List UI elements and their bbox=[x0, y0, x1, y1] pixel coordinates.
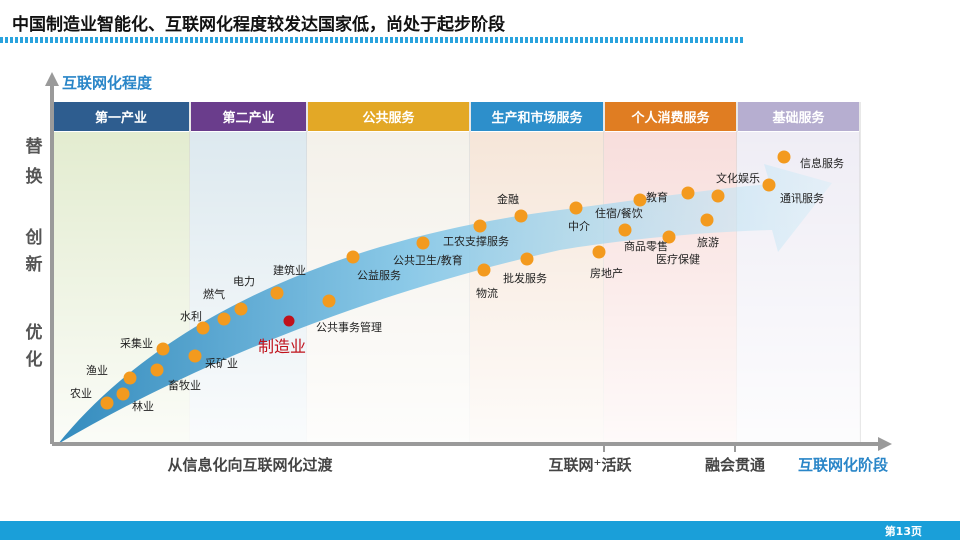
industry-dot bbox=[217, 312, 231, 326]
industry-label: 公益服务 bbox=[357, 268, 401, 282]
industry-dot bbox=[633, 193, 647, 207]
industry-label: 物流 bbox=[476, 286, 498, 300]
industry-dot bbox=[100, 396, 114, 410]
sector-header-3 bbox=[308, 102, 469, 131]
industry-label: 房地产 bbox=[590, 266, 623, 280]
page-number: 第13页 bbox=[884, 525, 922, 538]
industry-dot bbox=[762, 178, 776, 192]
industry-label: 公共卫生/教育 bbox=[393, 253, 463, 267]
industry-label: 制造业 bbox=[258, 337, 306, 356]
sector-label: 个人消费服务 bbox=[630, 110, 710, 126]
industry-dot bbox=[618, 223, 632, 237]
y-level-label: 创 bbox=[25, 227, 43, 248]
industry-label: 商品零售 bbox=[624, 239, 668, 253]
industry-label: 旅游 bbox=[697, 235, 719, 249]
industry-dot bbox=[188, 349, 202, 363]
industry-dot bbox=[514, 209, 528, 223]
x-stage-label: 融会贯通 bbox=[705, 456, 765, 474]
industry-label: 电力 bbox=[233, 275, 255, 288]
sector-label: 生产和市场服务 bbox=[491, 110, 583, 126]
industry-dot bbox=[283, 315, 295, 327]
industry-dot bbox=[116, 387, 130, 401]
industry-dot bbox=[196, 321, 210, 335]
industry-dot bbox=[569, 201, 583, 215]
sector-label: 第二产业 bbox=[222, 110, 274, 126]
growth-arrow bbox=[58, 164, 832, 444]
sector-label: 第一产业 bbox=[95, 110, 147, 126]
industry-label: 中介 bbox=[568, 220, 590, 233]
industry-label: 农业 bbox=[70, 386, 92, 400]
industry-dot bbox=[681, 186, 695, 200]
sector-header-5 bbox=[605, 102, 736, 131]
x-axis-arrowhead bbox=[878, 437, 892, 451]
title-underline bbox=[0, 37, 745, 43]
industry-label: 工农支撑服务 bbox=[443, 234, 509, 248]
industry-label: 文化娱乐 bbox=[716, 171, 760, 185]
footer-bar: 第13页 bbox=[0, 521, 960, 540]
industry-dot bbox=[520, 252, 534, 266]
industry-dot bbox=[346, 250, 360, 264]
industry-label: 水利 bbox=[180, 310, 202, 323]
sector-label: 公共服务 bbox=[362, 110, 415, 126]
slide-title: 中国制造业智能化、互联网化程度较发达国家低，尚处于起步阶段 bbox=[12, 15, 505, 35]
industry-label: 林业 bbox=[132, 399, 154, 413]
industry-dot bbox=[156, 342, 170, 356]
y-level-label: 新 bbox=[26, 254, 43, 275]
y-axis-title: 互联网化程度 bbox=[62, 74, 153, 92]
industry-dot bbox=[473, 219, 487, 233]
sector-header-4 bbox=[471, 102, 603, 131]
sector-header-1 bbox=[53, 102, 189, 131]
x-axis-title: 互联网化阶段 bbox=[798, 456, 888, 474]
industry-dot bbox=[592, 245, 606, 259]
industry-label: 渔业 bbox=[86, 364, 108, 377]
industry-dot bbox=[662, 230, 676, 244]
x-stage-label: 从信息化向互联网化过渡 bbox=[167, 456, 333, 474]
industry-dot bbox=[700, 213, 714, 227]
industry-label: 建筑业 bbox=[273, 263, 306, 277]
internet-evolution-diagram: 第一产业 第二产业 公共服务 生产和市场服务 个人消费服务 基础服务 互联网化程度 替换创… bbox=[25, 72, 892, 474]
industry-label: 燃气 bbox=[203, 287, 225, 301]
industry-label: 采矿业 bbox=[205, 357, 238, 370]
industry-dot bbox=[322, 294, 336, 308]
industry-label: 住宿/餐饮 bbox=[595, 206, 643, 220]
industry-label: 医疗保健 bbox=[656, 252, 700, 266]
sector-label: 基础服务 bbox=[771, 110, 825, 126]
x-stage-label: 互联网⁺活跃 bbox=[549, 456, 633, 474]
industry-dot bbox=[150, 363, 164, 377]
industry-dot bbox=[477, 263, 491, 277]
industry-label: 教育 bbox=[646, 190, 668, 204]
y-level-label: 优 bbox=[26, 322, 43, 343]
industry-dot bbox=[416, 236, 430, 250]
industry-label: 公共事务管理 bbox=[316, 320, 382, 334]
industry-label: 信息服务 bbox=[800, 156, 844, 170]
industry-dot bbox=[270, 286, 284, 300]
industry-dot bbox=[777, 150, 791, 164]
industry-label: 采集业 bbox=[120, 336, 153, 350]
industry-dot bbox=[234, 302, 248, 316]
y-level-label: 化 bbox=[26, 349, 43, 370]
industry-label: 金融 bbox=[497, 192, 519, 206]
industry-label: 通讯服务 bbox=[780, 192, 824, 205]
industry-label: 畜牧业 bbox=[168, 378, 201, 392]
y-level-label: 换 bbox=[26, 166, 44, 187]
industry-dot bbox=[123, 371, 137, 385]
industry-dot bbox=[711, 189, 725, 203]
sector-header-6 bbox=[738, 102, 859, 131]
sector-header-2 bbox=[191, 102, 306, 131]
y-axis-arrowhead bbox=[45, 72, 59, 86]
industry-label: 批发服务 bbox=[503, 271, 547, 285]
y-level-label: 替 bbox=[26, 136, 44, 157]
